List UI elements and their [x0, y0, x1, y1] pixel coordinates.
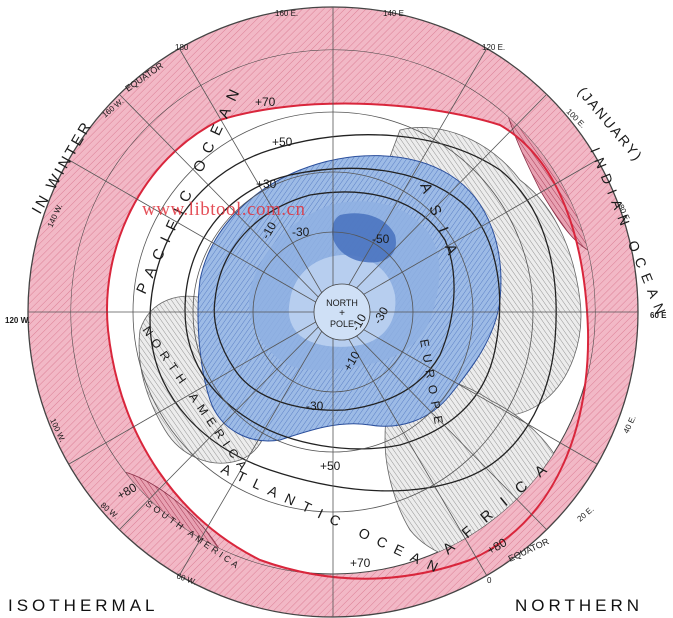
lon-180-label: 180 [175, 43, 189, 52]
isotherm-label-minus50: -50 [372, 232, 390, 246]
lon-160e-label: 160 E. [275, 9, 298, 18]
lon-60e-label: 60 E [650, 311, 667, 320]
lon-120e-label: 120 E. [482, 43, 505, 52]
north-pole-plus: + [339, 308, 345, 319]
lon-120w-label: 120 W. [5, 316, 30, 325]
isotherm-label-minus30c: -30 [306, 399, 324, 413]
caption-northern: NORTHERN [514, 596, 643, 615]
isotherm-plus30 [184, 167, 501, 450]
isotherm-plus10 [213, 191, 455, 411]
north-pole-label: NORTH [326, 298, 358, 308]
isotherm-label-plus50-top: +50 [272, 135, 293, 149]
isotherm-plus50 [149, 134, 557, 492]
isotherm-label-plus30: +30 [256, 177, 277, 191]
lon-20e-label: 20 E. [576, 505, 596, 524]
warm-boundary [106, 102, 590, 580]
lon-140e-label: 140 E. [383, 9, 406, 18]
north-pole-disc [313, 283, 371, 341]
caption-isothermal: ISOTHERMAL [8, 596, 159, 615]
isotherm-label-plus70-bottom: +70 [350, 556, 371, 570]
lon-0-label: 0 [487, 576, 492, 585]
isotherm-label-plus50-bottom: +50 [320, 459, 341, 473]
isotherm-label-plus70-top: +70 [255, 95, 276, 109]
watermark: www.libtool.com.cn [142, 199, 306, 220]
north-pole-label-2: POLE [330, 319, 354, 329]
isotherm-label-minus30: -30 [292, 225, 310, 239]
lon-40e-label: 40 E. [622, 414, 638, 435]
